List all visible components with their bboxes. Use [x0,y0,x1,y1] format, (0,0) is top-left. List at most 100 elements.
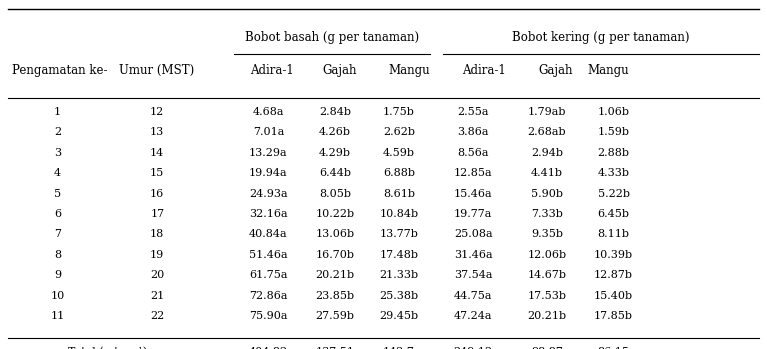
Text: 75.90a: 75.90a [249,311,288,321]
Text: 86.15: 86.15 [597,347,630,349]
Text: Adira-1: Adira-1 [462,64,506,77]
Text: 6.44b: 6.44b [319,168,351,178]
Text: 13: 13 [150,127,164,137]
Text: 249.12: 249.12 [453,347,493,349]
Text: 404.82: 404.82 [249,347,288,349]
Text: 11: 11 [51,311,64,321]
Text: 12.06b: 12.06b [527,250,567,260]
Text: 2.84b: 2.84b [319,107,351,117]
Text: 24.93a: 24.93a [249,188,288,199]
Text: 4: 4 [54,168,61,178]
Text: 32.16a: 32.16a [249,209,288,219]
Text: 47.24a: 47.24a [454,311,492,321]
Text: 2.88b: 2.88b [597,148,630,158]
Text: 1.79ab: 1.79ab [528,107,566,117]
Text: 2: 2 [54,127,61,137]
Text: 98.87: 98.87 [531,347,563,349]
Text: 8: 8 [54,250,61,260]
Text: 3.86a: 3.86a [457,127,489,137]
Text: 2.68ab: 2.68ab [528,127,566,137]
Text: 6.45b: 6.45b [597,209,630,219]
Text: 142.7: 142.7 [383,347,415,349]
Text: 10.84b: 10.84b [379,209,419,219]
Text: 21: 21 [150,291,164,301]
Text: Adira-1: Adira-1 [250,64,295,77]
Text: 25.08a: 25.08a [454,229,492,239]
Text: 4.26b: 4.26b [319,127,351,137]
Text: 5: 5 [54,188,61,199]
Text: 14.67b: 14.67b [528,270,566,280]
Text: 51.46a: 51.46a [249,250,288,260]
Text: 15: 15 [150,168,164,178]
Text: 2.94b: 2.94b [531,148,563,158]
Text: 21.33b: 21.33b [379,270,419,280]
Text: 4.68a: 4.68a [252,107,285,117]
Text: 20.21b: 20.21b [527,311,567,321]
Text: 27.59b: 27.59b [316,311,354,321]
Text: 1.75b: 1.75b [383,107,415,117]
Text: 17.48b: 17.48b [380,250,418,260]
Text: Umur (MST): Umur (MST) [119,64,194,77]
Text: 137.51: 137.51 [316,347,354,349]
Text: 17.53b: 17.53b [528,291,566,301]
Text: 4.59b: 4.59b [383,148,415,158]
Text: 20: 20 [150,270,164,280]
Text: Bobot kering (g per tanaman): Bobot kering (g per tanaman) [512,31,690,44]
Text: 8.61b: 8.61b [383,188,415,199]
Text: 37.54a: 37.54a [454,270,492,280]
Text: 8.11b: 8.11b [597,229,630,239]
Text: 40.84a: 40.84a [249,229,288,239]
Text: 15.40b: 15.40b [594,291,634,301]
Text: 22: 22 [150,311,164,321]
Text: 44.75a: 44.75a [454,291,492,301]
Text: 31.46a: 31.46a [454,250,492,260]
Text: 23.85b: 23.85b [315,291,355,301]
Text: 7.33b: 7.33b [531,209,563,219]
Text: 16: 16 [150,188,164,199]
Text: 10.39b: 10.39b [594,250,634,260]
Text: Mangu: Mangu [588,64,629,77]
Text: Total (g tan⁻¹): Total (g tan⁻¹) [67,347,147,349]
Text: Bobot basah (g per tanaman): Bobot basah (g per tanaman) [245,31,419,44]
Text: Gajah: Gajah [538,64,572,77]
Text: 5.90b: 5.90b [531,188,563,199]
Text: 4.33b: 4.33b [597,168,630,178]
Text: 6: 6 [54,209,61,219]
Text: 12.87b: 12.87b [594,270,633,280]
Text: 2.55a: 2.55a [457,107,489,117]
Text: 13.06b: 13.06b [315,229,355,239]
Text: 16.70b: 16.70b [316,250,354,260]
Text: Pengamatan ke-: Pengamatan ke- [12,64,107,77]
Text: 15.46a: 15.46a [454,188,492,199]
Text: 6.88b: 6.88b [383,168,415,178]
Text: 17.85b: 17.85b [594,311,633,321]
Text: 12.85a: 12.85a [454,168,492,178]
Text: 3: 3 [54,148,61,158]
Text: 13.77b: 13.77b [380,229,418,239]
Text: 1.59b: 1.59b [597,127,630,137]
Text: 1: 1 [54,107,61,117]
Text: 9: 9 [54,270,61,280]
Text: 7.01a: 7.01a [253,127,284,137]
Text: 18: 18 [150,229,164,239]
Text: 5.22b: 5.22b [597,188,630,199]
Text: 8.56a: 8.56a [457,148,489,158]
Text: 10: 10 [51,291,64,301]
Text: 7: 7 [54,229,61,239]
Text: 8.05b: 8.05b [319,188,351,199]
Text: 1.06b: 1.06b [597,107,630,117]
Text: 17: 17 [150,209,164,219]
Text: 19.94a: 19.94a [249,168,288,178]
Text: Mangu: Mangu [388,64,430,77]
Text: 19.77a: 19.77a [454,209,492,219]
Text: 12: 12 [150,107,164,117]
Text: Gajah: Gajah [322,64,357,77]
Text: 20.21b: 20.21b [315,270,355,280]
Text: 25.38b: 25.38b [379,291,419,301]
Text: 72.86a: 72.86a [249,291,288,301]
Text: 19: 19 [150,250,164,260]
Text: 10.22b: 10.22b [315,209,355,219]
Text: 14: 14 [150,148,164,158]
Text: 61.75a: 61.75a [249,270,288,280]
Text: 4.41b: 4.41b [531,168,563,178]
